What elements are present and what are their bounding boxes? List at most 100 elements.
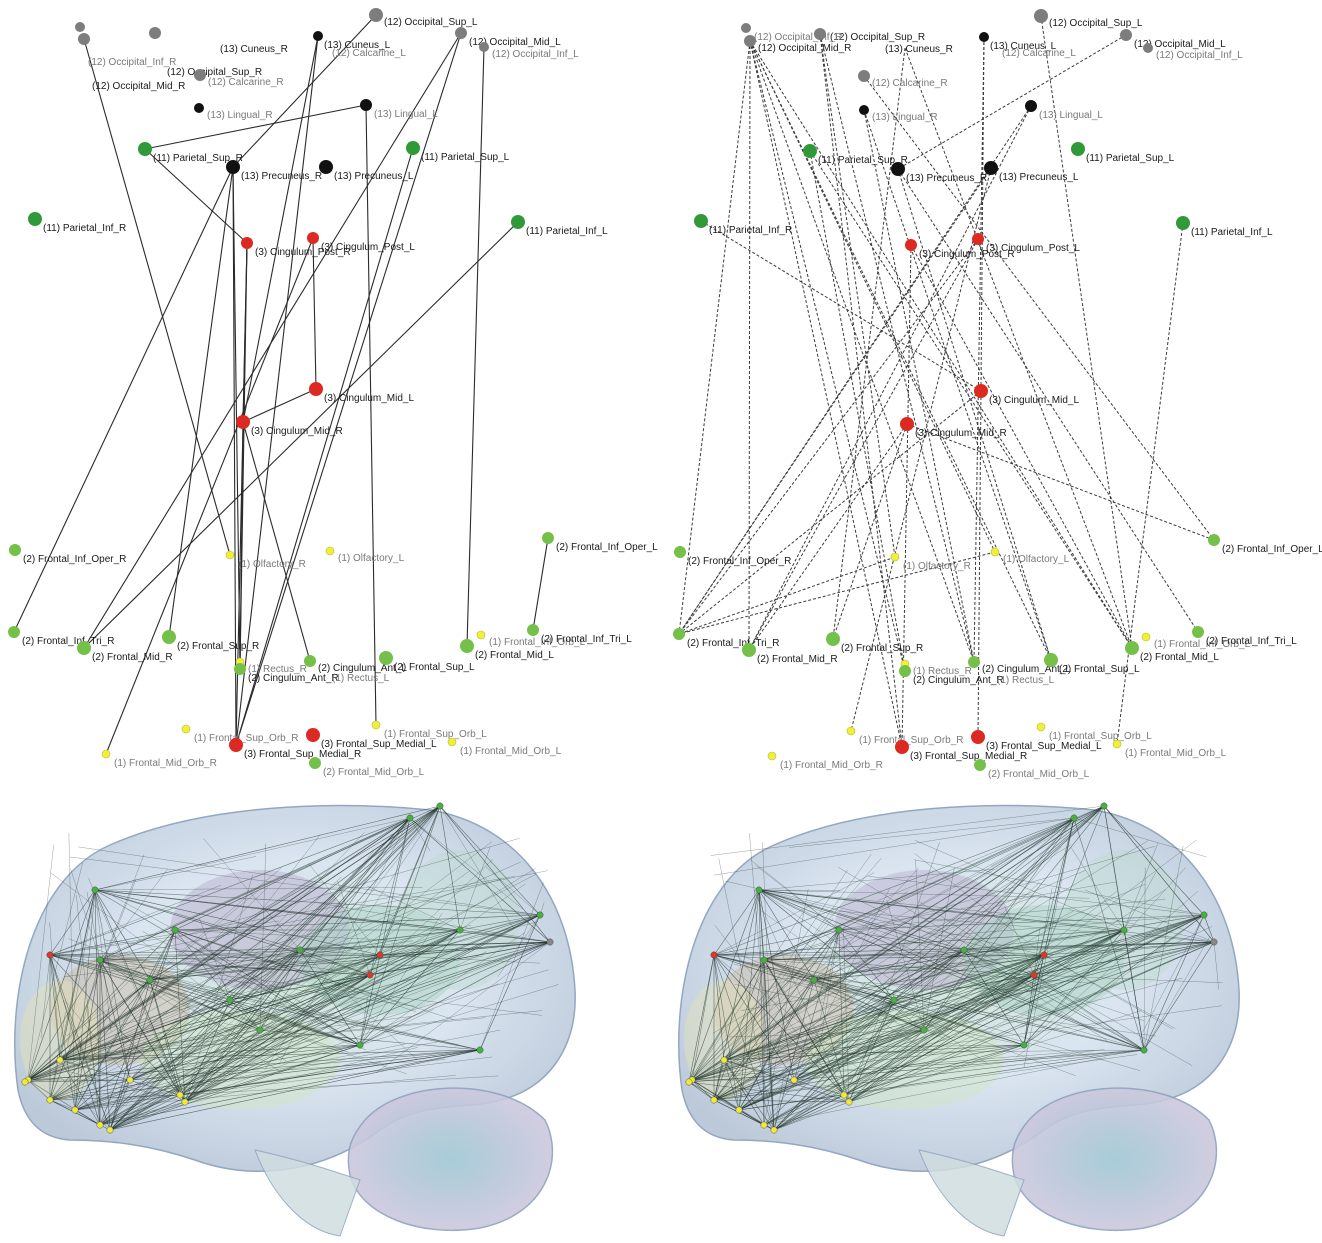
network-edge — [74, 874, 536, 1111]
network-edge — [1143, 936, 1211, 1051]
network-edge — [259, 1008, 321, 1031]
network-edge — [914, 805, 1105, 909]
network-edge — [749, 833, 775, 1131]
network-edge — [86, 1005, 101, 1126]
network-edge — [758, 889, 1125, 931]
network-node — [146, 976, 154, 984]
region-label-fmL: (2) Frontal_Mid_L — [1140, 652, 1219, 663]
region-label-caR: (2) Cingulum_Ant_R — [913, 675, 1004, 686]
network-edge — [713, 840, 1149, 1101]
network-edge — [49, 922, 61, 1061]
network-node — [46, 1096, 54, 1104]
network-node — [835, 926, 843, 934]
connection-edge — [678, 238, 979, 635]
network-edge — [49, 1039, 300, 1101]
network-edge — [299, 946, 356, 951]
network-edge — [109, 1049, 481, 1131]
region-node-parinfR — [28, 212, 42, 226]
region-node-fmR — [742, 643, 756, 657]
region-label-olfR: (1) Olfactory_R — [238, 559, 306, 570]
network-edge — [49, 979, 151, 1101]
network-edge — [149, 940, 413, 981]
region-node-fmoL — [1112, 739, 1122, 749]
network-edge — [834, 910, 1215, 943]
network-edge — [142, 931, 361, 1046]
network-edge — [59, 1044, 361, 1061]
network-edge — [99, 1029, 261, 1126]
connection-edge — [700, 220, 982, 392]
region-label-parsupL: (11) Parietal_Sup_L — [421, 152, 510, 163]
network-edge — [688, 1081, 715, 1101]
region-label-ocsupR: (12) Occipital_Sup_R — [830, 32, 925, 43]
region-label-ocmidR: (12) Occipital_Mid_R — [758, 43, 851, 54]
network-edge — [714, 817, 1075, 876]
region-node-fsoR — [846, 726, 856, 736]
network-edge — [184, 999, 231, 1103]
region-node-ocinfR — [75, 22, 85, 32]
connection-edge — [242, 35, 319, 423]
network-edge — [1213, 941, 1219, 990]
network-edge — [74, 1075, 456, 1111]
region-node-cunL — [979, 32, 989, 42]
network-edge — [723, 927, 846, 1061]
network-edge — [369, 805, 441, 976]
network-edge — [68, 938, 231, 1001]
network-nodes — [685, 802, 1218, 1134]
connection-edge — [901, 244, 912, 748]
network-edge — [129, 805, 441, 1081]
network-edge — [359, 929, 461, 1046]
connection-edge — [973, 36, 985, 663]
network-node — [181, 1098, 189, 1106]
network-node — [226, 996, 234, 1004]
region-node-fioL — [1208, 534, 1220, 546]
network-edge — [729, 1029, 925, 1038]
network-edge — [691, 1079, 775, 1131]
network-edge — [149, 929, 461, 981]
network-edge — [713, 954, 1045, 1101]
network-edge — [753, 889, 845, 1096]
network-edge — [738, 1094, 845, 1111]
network-edge — [49, 999, 231, 1101]
network-edge — [813, 817, 1075, 981]
network-edge — [109, 974, 371, 1131]
network-edge — [359, 932, 525, 1046]
network-edge — [99, 1047, 418, 1126]
network-edge — [179, 850, 374, 1096]
network-edge — [49, 1079, 131, 1101]
network-edge — [27, 1079, 51, 1101]
cerebellum-surface — [347, 1087, 554, 1232]
network-edge — [848, 891, 1117, 1103]
network-edge — [793, 1049, 1145, 1081]
network-edge — [74, 1043, 405, 1111]
network-node — [476, 1046, 484, 1054]
network-edge — [88, 878, 181, 1096]
network-edge — [738, 929, 1125, 1111]
network-edge — [439, 805, 541, 916]
network-edge — [914, 853, 1045, 956]
network-edge — [199, 918, 231, 1001]
region-node-fitL — [527, 624, 539, 636]
network-edge — [369, 929, 461, 976]
network-edge — [24, 993, 167, 1083]
network-node — [710, 1096, 718, 1104]
network-edge — [738, 954, 1045, 1111]
network-edge — [479, 914, 541, 1051]
network-edge — [459, 883, 526, 931]
network-edge — [963, 949, 1045, 956]
network-edge — [763, 959, 945, 1039]
network-edge — [793, 896, 1042, 1081]
network-edge — [308, 863, 381, 956]
network-edge — [813, 979, 895, 1001]
network-edge — [369, 955, 483, 976]
network-edge — [773, 949, 965, 1131]
network-edge — [763, 959, 821, 1050]
network-edge — [738, 805, 1105, 1111]
network-edge — [848, 974, 1035, 1103]
network-edge — [94, 889, 301, 951]
network-edge — [688, 959, 765, 1083]
network-edge — [1043, 954, 1173, 1030]
network-edge — [49, 954, 481, 1051]
network-edge — [129, 1037, 197, 1081]
network-edge — [793, 929, 1125, 1081]
network-edge — [299, 949, 361, 1046]
